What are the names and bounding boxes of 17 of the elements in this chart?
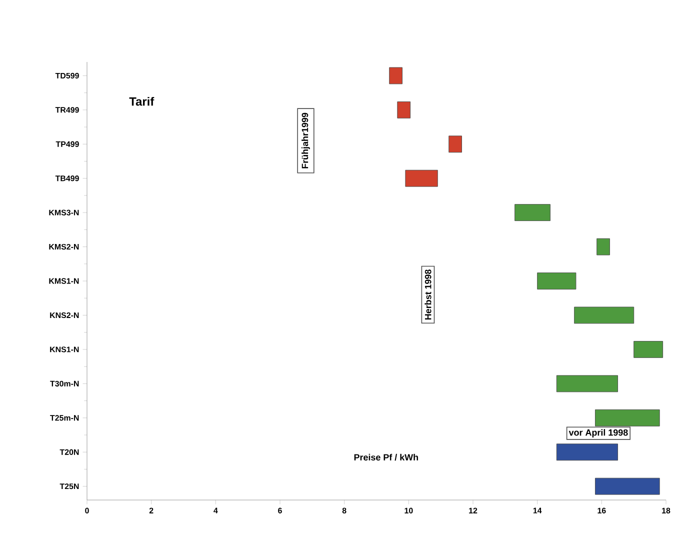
bar xyxy=(594,478,660,495)
annotation: Herbst 1998 xyxy=(424,270,432,320)
bar xyxy=(537,272,576,290)
x-axis-title: Preise Pf / kWh xyxy=(354,454,418,461)
y-axis-title: Tarif xyxy=(129,96,154,106)
bar xyxy=(389,67,402,84)
bar xyxy=(405,170,438,187)
bar xyxy=(556,375,618,392)
bar xyxy=(448,136,462,153)
annotation: vor April 1998 xyxy=(568,429,628,438)
bar xyxy=(574,306,634,324)
annotation: Frühjahr1999 xyxy=(302,112,310,168)
bar xyxy=(397,101,411,118)
bar xyxy=(514,204,550,222)
bar xyxy=(634,340,664,358)
bar xyxy=(596,238,610,256)
bar xyxy=(556,444,618,461)
